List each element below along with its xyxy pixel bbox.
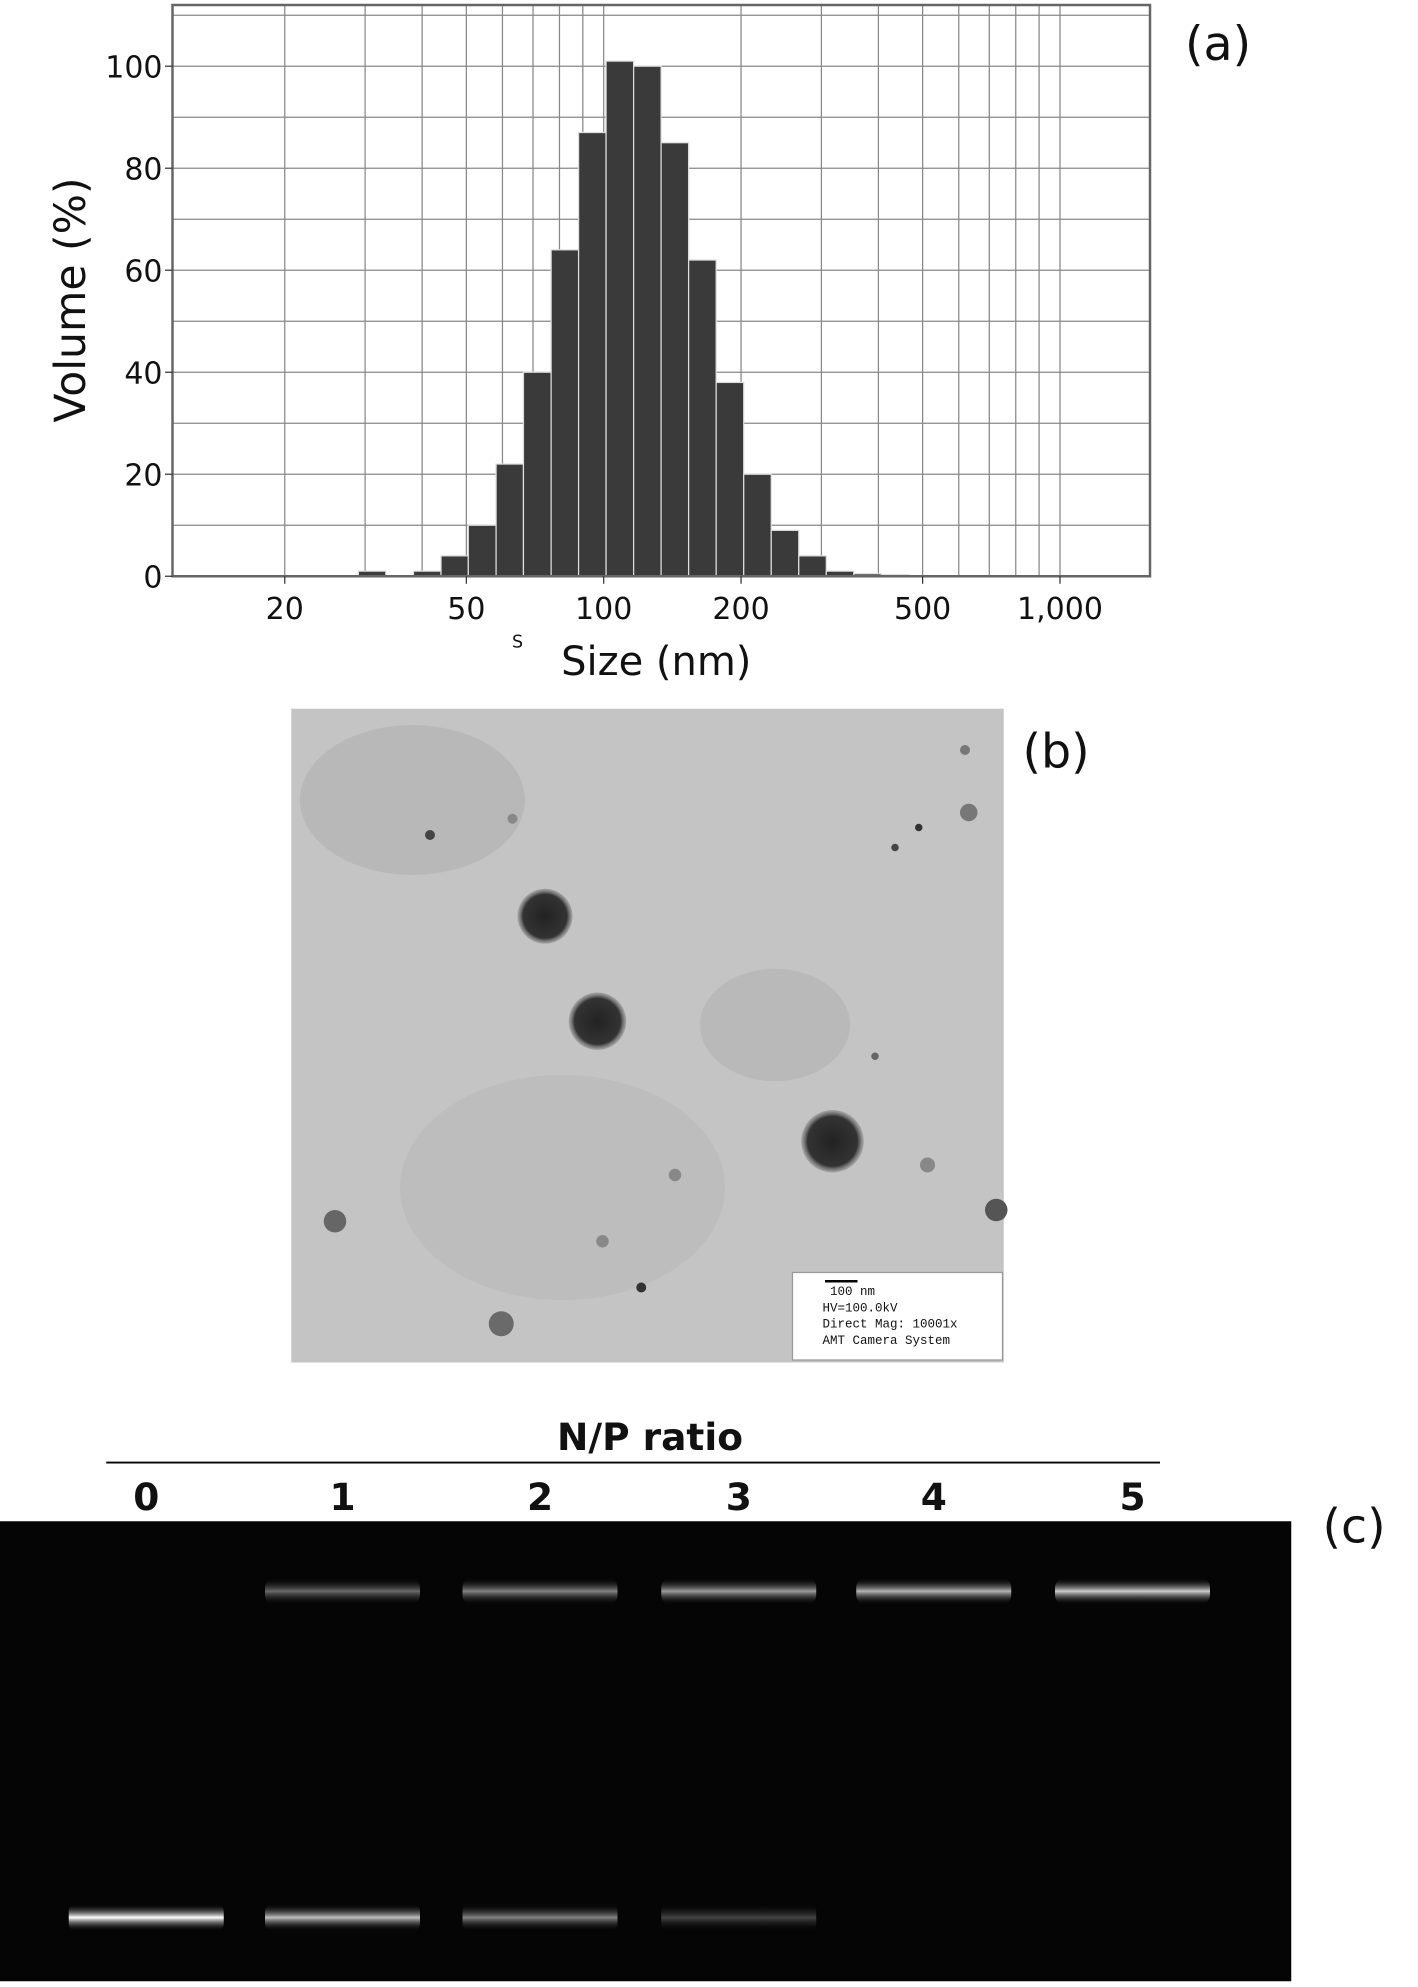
y-tick-label: 60 [124, 254, 162, 289]
stray-mark: S [512, 633, 523, 653]
gel-band [265, 1577, 420, 1605]
gel-band [661, 1577, 817, 1605]
lane-label: 2 [527, 1475, 553, 1519]
lane-label: 0 [133, 1475, 159, 1519]
x-tick-label: 200 [712, 592, 769, 627]
lane-label: 5 [1119, 1475, 1145, 1519]
y-tick-label: 80 [124, 152, 162, 187]
lane-label: 1 [329, 1475, 355, 1519]
bar [798, 555, 827, 577]
x-tick-label: 50 [447, 592, 485, 627]
gel-band [661, 1903, 817, 1932]
histogram-panel: 0 20 40 60 80 100 20 50 100 200 500 1,000 [105, 3, 1152, 627]
gel-title: N/P ratio [557, 1415, 743, 1459]
gel-image [0, 1521, 1292, 1982]
gel-band [1055, 1577, 1210, 1605]
x-tick-label: 1,000 [1017, 592, 1103, 627]
x-tick-label: 20 [266, 592, 304, 627]
lane-label: 3 [726, 1475, 752, 1519]
tem-caption: AMT Camera System [823, 1334, 951, 1348]
bar [715, 381, 745, 577]
gel-band [265, 1903, 420, 1932]
panel-label: (a) [1185, 17, 1251, 72]
bar [440, 555, 469, 577]
x-axis-label: Size (nm) [561, 639, 751, 685]
gel-band [462, 1577, 618, 1605]
panel-label: (b) [1023, 725, 1090, 780]
bar [467, 524, 497, 577]
lane-label: 4 [921, 1475, 947, 1519]
bar [577, 131, 607, 577]
gel-band [856, 1577, 1012, 1605]
y-axis-label: Volume (%) [47, 177, 96, 422]
bar [550, 249, 580, 577]
bar [770, 529, 800, 577]
bar [660, 142, 690, 577]
bar [605, 60, 635, 577]
bar [522, 371, 552, 577]
y-tick-label: 20 [124, 458, 162, 493]
bar [743, 473, 772, 577]
x-tick-label: 500 [894, 592, 951, 627]
bar [632, 65, 662, 577]
gel-band [68, 1903, 224, 1932]
y-tick-label: 40 [124, 356, 162, 391]
plot-frame [171, 3, 1152, 578]
y-tick-label: 100 [105, 50, 162, 85]
tem-image [291, 708, 1008, 1363]
tem-caption: 100 nm [830, 1285, 875, 1299]
bar [495, 463, 525, 577]
gel-band [462, 1903, 618, 1932]
tem-caption: HV=100.0kV [823, 1301, 899, 1315]
tem-caption: Direct Mag: 10001x [823, 1318, 958, 1332]
y-tick-label: 0 [143, 561, 162, 596]
x-tick-label: 100 [575, 592, 632, 627]
panel-label: (c) [1323, 1500, 1386, 1555]
bar [687, 259, 717, 577]
